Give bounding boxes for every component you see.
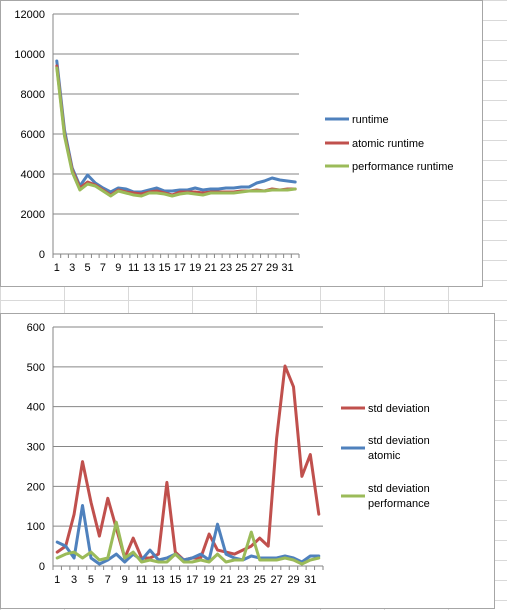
- x-tick-label: 23: [237, 574, 249, 586]
- legend-label: performance runtime: [352, 161, 454, 173]
- x-tick-label: 9: [115, 262, 121, 274]
- series-line-1: [55, 59, 297, 194]
- x-tick-label: 7: [105, 574, 111, 586]
- x-tick-label: 27: [251, 262, 263, 274]
- y-tick-label: 200: [27, 481, 45, 493]
- x-tick-label: 29: [266, 262, 278, 274]
- y-tick-label: 4000: [21, 169, 45, 181]
- y-tick-label: 12000: [14, 9, 45, 21]
- x-tick-label: 29: [287, 574, 299, 586]
- y-tick-label: 8000: [21, 89, 45, 101]
- series-line-1: [55, 364, 321, 562]
- x-tick-label: 25: [235, 262, 247, 274]
- x-tick-label: 11: [128, 262, 139, 274]
- y-tick-label: 0: [39, 249, 45, 261]
- x-tick-label: 13: [143, 262, 155, 274]
- y-tick-label: 6000: [21, 129, 45, 141]
- y-tick-label: 0: [39, 561, 45, 573]
- x-tick-label: 31: [281, 262, 293, 274]
- x-tick-label: 9: [122, 574, 128, 586]
- x-tick-label: 21: [204, 262, 216, 274]
- x-tick-label: 3: [69, 262, 75, 274]
- x-tick-label: 25: [254, 574, 266, 586]
- runtime-chart[interactable]: 0 2000 4000 6000 8000 10000 12000 1 3 5 7 9 11 13 15 17…: [0, 0, 483, 287]
- x-tick-label: 1: [54, 574, 60, 586]
- x-tick-label: 5: [85, 262, 91, 274]
- y-tick-label: 400: [27, 402, 45, 414]
- y-tick-label: 100: [27, 521, 45, 533]
- legend-label: runtime: [352, 114, 389, 126]
- x-tick-label: 7: [100, 262, 106, 274]
- x-tick-label: 11: [136, 574, 147, 586]
- x-tick-label: 17: [174, 262, 186, 274]
- x-tick-label: 15: [158, 262, 170, 274]
- x-tick-label: 5: [88, 574, 94, 586]
- x-tick-label: 27: [270, 574, 282, 586]
- y-tick-label: 300: [27, 442, 45, 454]
- x-tick-label: 31: [304, 574, 316, 586]
- series-line-2: [55, 64, 297, 197]
- legend-label: atomic runtime: [352, 138, 424, 150]
- legend-label: std deviation: [368, 403, 430, 415]
- x-tick-label: 19: [189, 262, 201, 274]
- x-tick-label: 3: [71, 574, 77, 586]
- x-tick-label: 1: [54, 262, 60, 274]
- y-tick-label: 2000: [21, 209, 45, 221]
- y-tick-label: 600: [27, 322, 45, 334]
- legend-label: std deviation performance: [368, 483, 430, 510]
- x-tick-label: 19: [203, 574, 215, 586]
- x-tick-label: 15: [169, 574, 181, 586]
- y-tick-label: 500: [27, 362, 45, 374]
- x-tick-label: 21: [220, 574, 232, 586]
- series-line-3: [55, 520, 321, 566]
- std-deviation-chart[interactable]: 0 100 200 300 400 500 600 1 3 5 7 9 11 13 15 17 19 21 23 25…: [0, 313, 495, 609]
- series-line-3: [55, 66, 297, 198]
- x-tick-label: 23: [220, 262, 232, 274]
- series-line-2: [55, 504, 321, 566]
- y-tick-label: 10000: [14, 49, 45, 61]
- x-tick-label: 13: [152, 574, 164, 586]
- legend-label: std deviation atomic: [368, 435, 430, 462]
- x-tick-label: 17: [186, 574, 198, 586]
